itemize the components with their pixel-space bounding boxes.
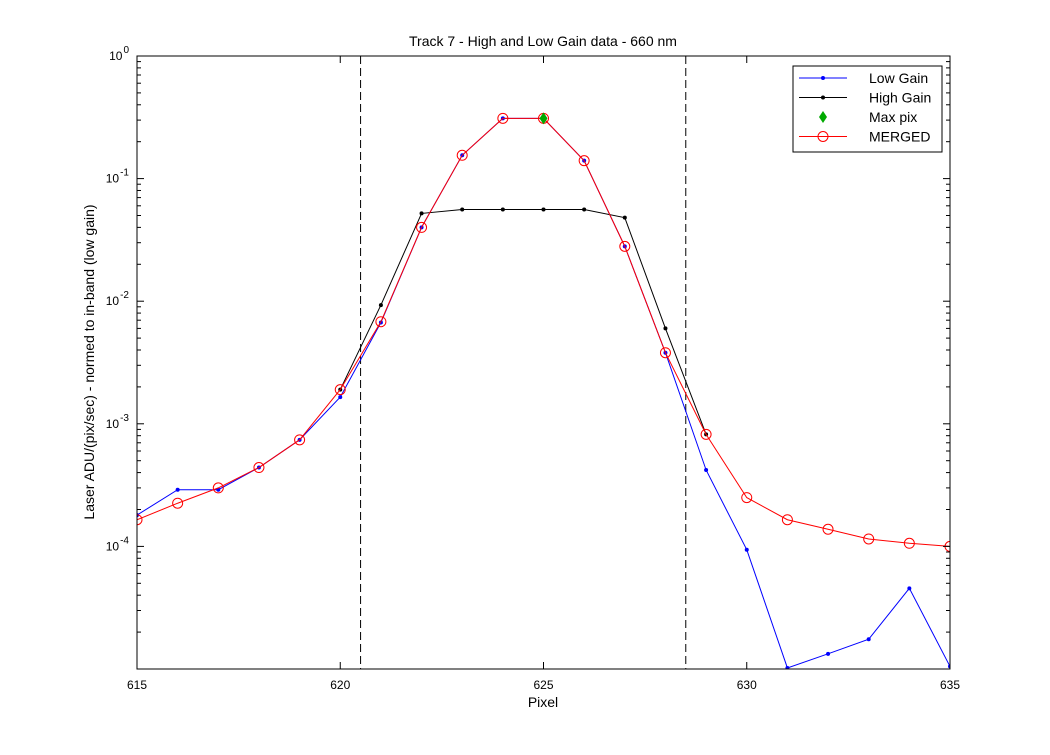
y-tick-exponent: -1: [120, 168, 129, 179]
merged-point-16: [781, 514, 793, 526]
merged-point-13: [659, 347, 671, 359]
max-pix-point-0: [539, 112, 548, 125]
high-gain-point-5: [541, 207, 546, 212]
legend-label: Low Gain: [869, 70, 928, 86]
low-gain-point-1: [175, 487, 180, 492]
merged-point-11: [578, 155, 590, 167]
y-tick-label: 10-2: [106, 290, 130, 308]
legend: Low Gain High Gain Max pix MERGED: [792, 65, 943, 153]
x-axis-label: Pixel: [528, 694, 558, 710]
y-tick-exponent: -3: [120, 413, 129, 424]
series-layer: [137, 112, 950, 669]
merged-point-7: [416, 221, 428, 233]
merged-point-12: [619, 240, 631, 252]
max-pix-series: [539, 112, 548, 125]
high-gain-point-2: [419, 211, 424, 216]
low-gain-point-5: [338, 395, 343, 400]
low-gain-point-17: [826, 651, 831, 656]
merged-point-5: [334, 384, 346, 396]
legend-label: MERGED: [869, 129, 930, 145]
y-tick-label: 10-3: [106, 413, 130, 431]
legend-label: High Gain: [869, 90, 931, 106]
low-gain-point-14: [704, 467, 709, 472]
merged-point-19: [903, 537, 915, 549]
high-gain-point-legend: [821, 95, 825, 100]
high-gain-point-1: [378, 303, 383, 308]
low-gain-point-16: [785, 665, 790, 669]
y-tick-label: 100: [109, 45, 129, 63]
x-tick-label: 620: [330, 678, 350, 692]
merged-point-4: [294, 434, 306, 446]
y-tick-exponent: -4: [120, 535, 129, 546]
merged-point-18: [863, 533, 875, 545]
legend-item-merged: MERGED: [799, 129, 930, 145]
y-tick-exponent: 0: [123, 45, 129, 56]
high-gain-point-6: [582, 207, 587, 212]
merged-point-legend: [817, 131, 829, 142]
vertical-lines: [360, 56, 687, 669]
y-tick-label: 10-4: [106, 535, 130, 553]
high-gain-series: [338, 207, 709, 437]
y-tick-label: 10-1: [106, 168, 130, 186]
chart-title: Track 7 - High and Low Gain data - 660 n…: [409, 33, 677, 49]
high-gain-line: [339, 208, 707, 435]
plot-area: [137, 56, 950, 669]
legend-item-low-gain: Low Gain: [799, 70, 928, 86]
y-axis-label: Laser ADU/(pix/sec) - normed to in-band …: [81, 204, 97, 519]
merged-point-0: [137, 514, 143, 526]
legend-item-high-gain: High Gain: [799, 90, 931, 106]
x-tick-label: 625: [533, 678, 553, 692]
max-pix-point-legend: [819, 111, 827, 123]
merged-point-14: [700, 428, 712, 440]
merged-point-6: [375, 316, 387, 328]
low-gain-point-19: [907, 586, 912, 591]
merged-point-1: [172, 497, 184, 509]
merged-point-8: [456, 149, 468, 161]
high-gain-point-7: [622, 215, 627, 220]
y-tick-exponent: -2: [120, 290, 129, 301]
x-tick-label: 635: [940, 678, 960, 692]
x-tick-label: 630: [737, 678, 757, 692]
merged-point-3: [253, 462, 265, 474]
high-gain-point-8: [663, 326, 668, 331]
merged-point-9: [497, 112, 509, 124]
high-gain-point-3: [460, 207, 465, 212]
low-gain-point-15: [744, 547, 749, 552]
low-gain-point-18: [866, 637, 871, 642]
legend-item-max-pix: Max pix: [819, 109, 917, 125]
x-tick-label: 615: [127, 678, 147, 692]
merged-point-15: [741, 492, 753, 504]
legend-label: Max pix: [869, 109, 917, 125]
high-gain-point-4: [500, 207, 505, 212]
low-gain-point-legend: [821, 76, 825, 80]
merged-point-2: [212, 482, 224, 494]
merged-point-17: [822, 523, 834, 535]
